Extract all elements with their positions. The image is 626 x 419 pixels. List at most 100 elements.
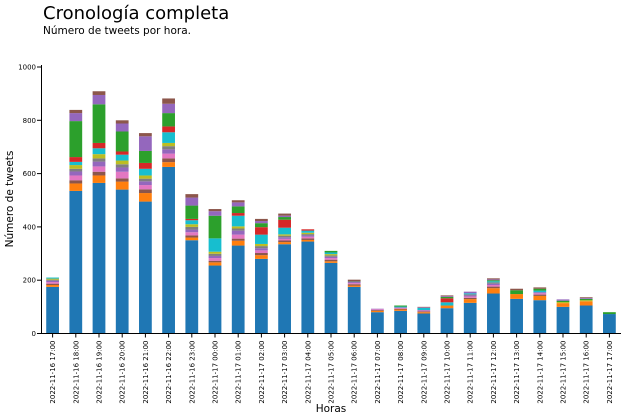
bar-segment <box>185 224 199 227</box>
bar-segment <box>301 235 315 237</box>
x-tick-label: 2022-11-17 03:00 <box>281 341 289 404</box>
bar-segment <box>394 309 407 311</box>
chart-title: Cronología completa <box>43 3 230 24</box>
bar-segment <box>278 213 291 216</box>
bar-segment <box>487 288 500 294</box>
bar-segment <box>92 171 106 176</box>
bar-segment <box>417 311 431 313</box>
bar-segment <box>278 237 291 239</box>
bar-segment <box>231 200 245 203</box>
bar-segment <box>440 308 454 334</box>
bar-segment <box>301 230 315 233</box>
bar-segment <box>394 307 407 309</box>
bar-segment <box>556 306 570 334</box>
x-tick-label: 2022-11-16 20:00 <box>119 341 127 404</box>
bar-segment <box>324 252 338 255</box>
bar-segment <box>533 294 547 296</box>
bar-segment <box>579 298 593 299</box>
bar-segment <box>324 258 338 260</box>
bar-segment <box>115 131 129 152</box>
x-ticks-layer: 2022-11-16 17:00 2022-11-16 18:00 2022-11-… <box>49 333 614 404</box>
bar-segment <box>440 296 454 297</box>
bar-segment <box>394 308 407 310</box>
x-tick-label: 2022-11-17 15:00 <box>560 341 568 404</box>
x-tick-label: 2022-11-17 04:00 <box>304 341 312 404</box>
bar-segment <box>440 302 454 306</box>
x-tick-label: 2022-11-17 10:00 <box>444 341 452 404</box>
bar-segment <box>162 149 175 154</box>
x-tick-label: 2022-11-16 19:00 <box>96 341 104 404</box>
bar-segment <box>417 307 431 311</box>
bar-segment <box>46 282 59 284</box>
bar-segment <box>463 293 477 295</box>
bar-segment <box>278 234 291 236</box>
bar-segment <box>115 151 129 155</box>
x-tick-label: 2022-11-17 07:00 <box>374 341 382 404</box>
bar-segment <box>255 246 268 249</box>
bar-segment <box>46 278 59 280</box>
bar-segment <box>278 215 291 218</box>
bar-segment <box>69 168 83 172</box>
bar-segment <box>46 277 59 279</box>
bar-segment <box>162 142 175 147</box>
bar-segment <box>115 154 129 161</box>
bar-segment <box>371 309 384 311</box>
bar-segment <box>139 162 152 169</box>
bar-segment <box>185 197 199 206</box>
bar-segment <box>463 296 477 298</box>
x-tick-label: 2022-11-17 11:00 <box>467 341 475 404</box>
bar-segment <box>579 301 593 306</box>
bar-segment <box>278 219 291 228</box>
bar-segment <box>533 295 547 301</box>
bar-segment <box>324 262 338 334</box>
bar-segment <box>139 193 152 202</box>
bar-segment <box>487 278 500 280</box>
bar-segment <box>162 166 175 334</box>
bar-segment <box>533 290 547 293</box>
bar-segment <box>162 162 175 167</box>
bar-segment <box>115 171 129 179</box>
bar-segment <box>185 194 199 198</box>
bar-segment <box>255 227 268 235</box>
bar-segment <box>231 202 245 207</box>
bar-segment <box>92 148 106 155</box>
bar-segment <box>92 161 106 167</box>
y-ticks-layer: 0 200 400 600 800 1000 <box>18 64 41 338</box>
bar-segment <box>231 245 245 334</box>
y-tick-label: 0 <box>32 330 36 338</box>
bar-segment <box>417 313 431 334</box>
bar-segment <box>208 209 222 212</box>
y-tick-label: 400 <box>23 223 36 231</box>
bar-segment <box>371 312 384 334</box>
bar-segment <box>487 283 500 285</box>
x-tick-label: 2022-11-17 05:00 <box>328 341 336 404</box>
bar-segment <box>255 221 268 224</box>
bar-segment <box>69 175 83 181</box>
x-axis-label: Horas <box>316 403 347 415</box>
bar-segment <box>162 126 175 133</box>
bar-segment <box>92 158 106 162</box>
bar-segment <box>278 227 291 235</box>
bar-segment <box>139 133 152 137</box>
bar-segment <box>347 283 361 285</box>
bar-segment <box>487 280 500 282</box>
bar-segment <box>487 279 500 281</box>
bar-segment <box>556 302 570 304</box>
bar-segment <box>255 253 268 256</box>
bar-segment <box>324 255 338 257</box>
chart-subtitle: Número de tweets por hora. <box>43 25 191 37</box>
bar-segment <box>185 220 199 225</box>
bar-segment <box>185 218 199 221</box>
bar-segment <box>185 205 199 219</box>
bar-segment <box>139 185 152 190</box>
bar-segment <box>162 113 175 127</box>
bar-segment <box>440 298 454 303</box>
bar-segment <box>394 310 407 334</box>
bar-segment <box>278 235 291 238</box>
bar-segment <box>185 240 199 334</box>
x-tick-label: 2022-11-17 12:00 <box>490 341 498 404</box>
bar-segment <box>278 217 291 220</box>
bar-segment <box>46 283 59 285</box>
x-tick-label: 2022-11-16 21:00 <box>142 341 150 404</box>
bar-segment <box>185 235 199 238</box>
